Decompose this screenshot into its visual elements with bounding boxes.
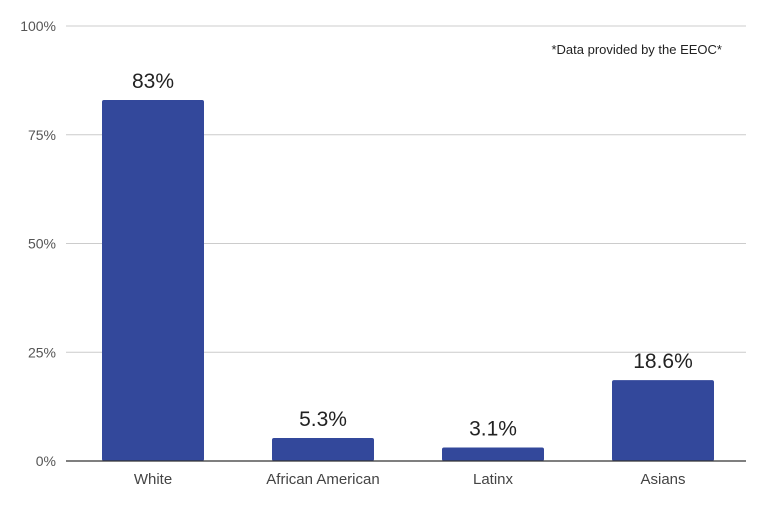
category-label: Latinx: [473, 471, 514, 488]
bar: [612, 380, 714, 461]
y-tick-label: 75%: [28, 127, 56, 143]
x-axis-categories: White African American Latinx Asians: [134, 471, 686, 488]
y-tick-label: 50%: [28, 236, 56, 252]
category-label: African American: [266, 471, 379, 488]
y-tick-label: 0%: [36, 453, 56, 469]
data-labels: 83% 5.3% 3.1% 18.6%: [132, 70, 693, 441]
category-label: White: [134, 471, 172, 488]
bar-value-label: 18.6%: [633, 350, 693, 373]
y-tick-label: 25%: [28, 344, 56, 360]
bar-value-label: 3.1%: [469, 418, 517, 441]
bar: [272, 437, 374, 461]
y-axis-ticks: 0% 25% 50% 75% 100%: [20, 18, 56, 469]
bar-value-label: 83%: [132, 70, 174, 93]
bar: [442, 447, 544, 461]
bar: [102, 99, 204, 461]
y-tick-label: 100%: [20, 18, 56, 34]
data-source-note: *Data provided by the EEOC*: [551, 42, 722, 57]
bar-value-label: 5.3%: [299, 408, 347, 431]
bars: [102, 99, 714, 461]
category-label: Asians: [640, 471, 685, 488]
